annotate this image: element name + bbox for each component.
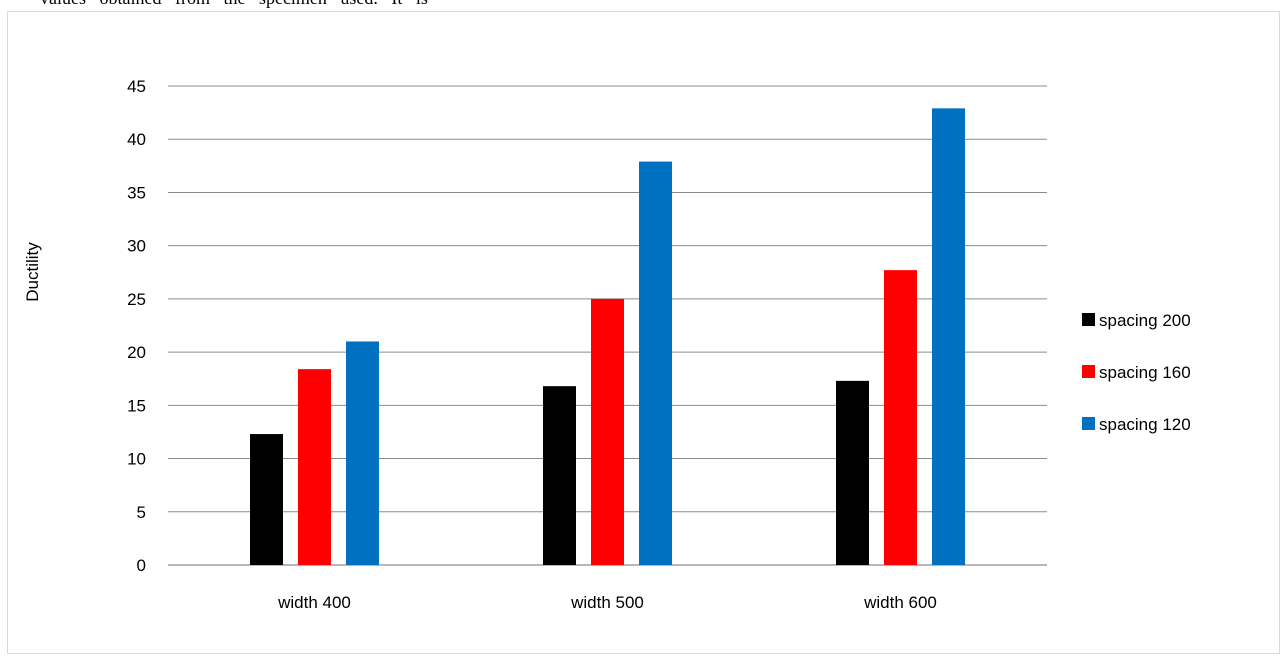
bar	[346, 341, 379, 565]
page-text-fragment: values obtained from the specimen used. …	[40, 0, 428, 9]
x-axis-ticks: width 400 width 500 width 600	[277, 593, 937, 612]
y-tick-label: 0	[137, 556, 146, 575]
bars	[250, 108, 965, 565]
legend-label: spacing 200	[1099, 311, 1191, 330]
legend: spacing 200 spacing 160 spacing 120	[1082, 311, 1191, 434]
legend-swatch	[1082, 417, 1095, 430]
y-axis-ticks: 0 5 10 15 20 25 30 35 40 45	[127, 77, 146, 575]
bar	[932, 108, 965, 565]
y-tick-label: 40	[127, 130, 146, 149]
y-tick-label: 25	[127, 290, 146, 309]
x-tick-label: width 500	[570, 593, 644, 612]
legend-label: spacing 120	[1099, 415, 1191, 434]
bar	[884, 270, 917, 565]
bar	[836, 380, 869, 565]
bar	[543, 386, 576, 565]
y-tick-label: 10	[127, 450, 146, 469]
y-tick-label: 30	[127, 237, 146, 256]
legend-swatch	[1082, 365, 1095, 378]
bar	[591, 298, 624, 565]
y-axis-title: Ductility	[23, 242, 42, 302]
legend-label: spacing 160	[1099, 363, 1191, 382]
y-tick-label: 45	[127, 77, 146, 96]
y-tick-label: 5	[137, 503, 146, 522]
legend-swatch	[1082, 313, 1095, 326]
y-tick-label: 15	[127, 396, 146, 415]
bar	[250, 434, 283, 565]
y-tick-label: 20	[127, 343, 146, 362]
bar	[639, 161, 672, 565]
x-tick-label: width 600	[863, 593, 937, 612]
bar	[298, 369, 331, 565]
y-tick-label: 35	[127, 183, 146, 202]
x-tick-label: width 400	[277, 593, 351, 612]
